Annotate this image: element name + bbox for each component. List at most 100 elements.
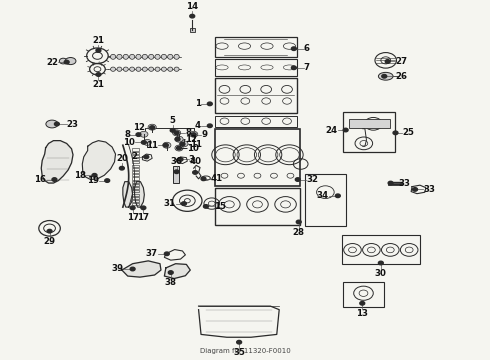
- Text: 37: 37: [146, 249, 158, 258]
- Text: 33: 33: [399, 179, 411, 188]
- Circle shape: [385, 60, 390, 63]
- Circle shape: [64, 60, 69, 64]
- Text: 31: 31: [164, 199, 175, 208]
- Text: 7: 7: [304, 63, 310, 72]
- Circle shape: [120, 166, 124, 170]
- Bar: [215, 188, 300, 225]
- Circle shape: [92, 174, 97, 177]
- Circle shape: [130, 267, 135, 271]
- Text: 9: 9: [201, 130, 207, 139]
- Circle shape: [176, 146, 181, 150]
- Circle shape: [296, 220, 301, 224]
- Text: 11: 11: [190, 140, 202, 149]
- Text: 35: 35: [233, 348, 245, 357]
- Bar: [132, 190, 140, 193]
- Text: 11: 11: [146, 141, 158, 150]
- Bar: [215, 129, 300, 186]
- Circle shape: [190, 14, 195, 18]
- Text: 24: 24: [326, 126, 338, 135]
- Circle shape: [142, 141, 147, 144]
- Text: 28: 28: [293, 228, 305, 237]
- Bar: [132, 161, 140, 163]
- Text: 39: 39: [112, 265, 124, 274]
- Circle shape: [144, 155, 149, 159]
- Circle shape: [360, 302, 365, 305]
- Text: 5: 5: [170, 116, 175, 125]
- Text: 2: 2: [131, 152, 138, 161]
- Text: 4: 4: [195, 121, 201, 130]
- Bar: [190, 28, 195, 32]
- Ellipse shape: [136, 67, 141, 71]
- Ellipse shape: [117, 67, 122, 71]
- Ellipse shape: [161, 67, 167, 71]
- Bar: [348, 119, 390, 128]
- Circle shape: [181, 202, 186, 205]
- Ellipse shape: [168, 67, 173, 71]
- Text: 1: 1: [195, 99, 201, 108]
- Circle shape: [180, 143, 185, 146]
- Ellipse shape: [123, 54, 128, 59]
- Bar: [215, 78, 297, 113]
- Circle shape: [175, 136, 183, 142]
- Circle shape: [201, 177, 206, 181]
- Bar: [132, 187, 140, 189]
- Circle shape: [141, 206, 146, 210]
- Text: 23: 23: [67, 120, 79, 129]
- Bar: [132, 197, 140, 199]
- Circle shape: [174, 170, 179, 174]
- Circle shape: [96, 73, 101, 76]
- Circle shape: [207, 102, 212, 105]
- Text: 29: 29: [44, 237, 55, 246]
- Circle shape: [382, 75, 387, 78]
- Ellipse shape: [129, 54, 135, 59]
- Text: 22: 22: [47, 58, 58, 67]
- Ellipse shape: [142, 54, 147, 59]
- Circle shape: [164, 252, 169, 256]
- Bar: [132, 194, 140, 196]
- Circle shape: [175, 145, 183, 151]
- Ellipse shape: [136, 54, 141, 59]
- Circle shape: [178, 158, 183, 161]
- Text: 14: 14: [186, 2, 198, 11]
- Circle shape: [170, 129, 175, 132]
- Circle shape: [237, 341, 242, 344]
- Bar: [132, 158, 140, 160]
- Circle shape: [343, 128, 348, 132]
- Text: 16: 16: [34, 175, 46, 184]
- Text: 33: 33: [423, 185, 435, 194]
- Circle shape: [130, 206, 135, 210]
- Bar: [132, 200, 140, 202]
- Text: 36: 36: [171, 157, 183, 166]
- Circle shape: [105, 179, 110, 183]
- Circle shape: [175, 138, 180, 141]
- Bar: [343, 282, 384, 307]
- Bar: [305, 174, 346, 225]
- Circle shape: [203, 204, 208, 208]
- Circle shape: [136, 133, 141, 136]
- Circle shape: [190, 131, 198, 137]
- Circle shape: [143, 139, 151, 145]
- Bar: [132, 181, 140, 183]
- Ellipse shape: [174, 67, 179, 71]
- Text: 21: 21: [93, 80, 104, 89]
- Circle shape: [168, 271, 173, 274]
- Text: 8: 8: [185, 129, 192, 138]
- Ellipse shape: [130, 67, 135, 71]
- Circle shape: [148, 124, 156, 130]
- Circle shape: [193, 171, 197, 174]
- Circle shape: [174, 131, 179, 135]
- Bar: [132, 165, 140, 167]
- Bar: [215, 37, 297, 57]
- Circle shape: [413, 188, 417, 191]
- Text: 34: 34: [317, 191, 329, 200]
- Text: 15: 15: [214, 202, 226, 211]
- Text: 41: 41: [211, 174, 223, 183]
- Circle shape: [172, 130, 181, 136]
- Circle shape: [388, 181, 393, 185]
- Circle shape: [54, 122, 59, 126]
- Circle shape: [47, 229, 52, 233]
- Bar: [342, 235, 420, 264]
- Ellipse shape: [155, 54, 160, 59]
- Ellipse shape: [148, 67, 154, 71]
- Polygon shape: [135, 182, 145, 207]
